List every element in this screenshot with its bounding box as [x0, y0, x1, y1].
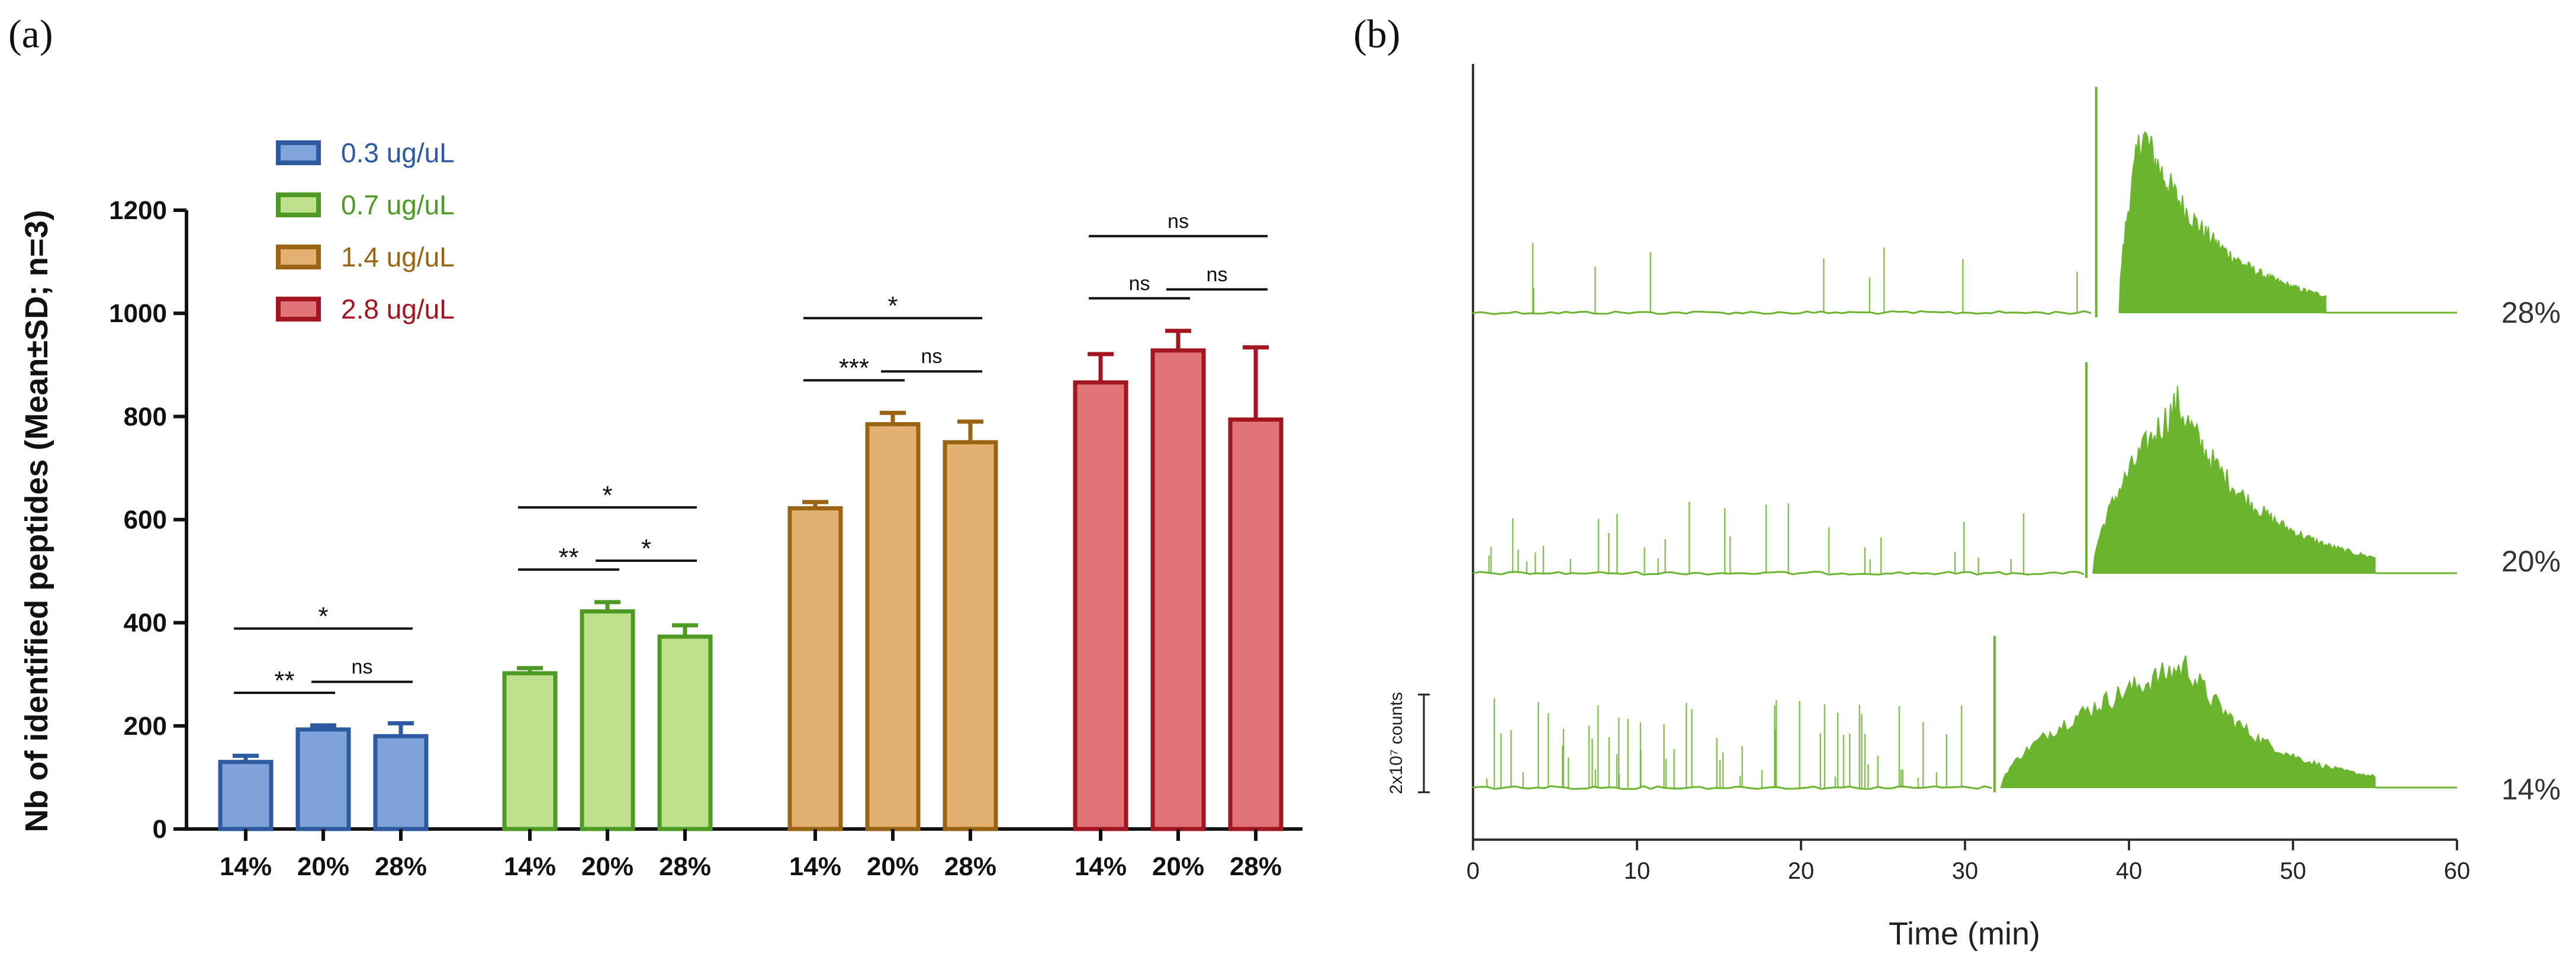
- x-tick-label: 20%: [297, 852, 349, 881]
- bar: [1228, 417, 1284, 831]
- significance-label: ***: [839, 354, 869, 383]
- legend-label: 0.7 ug/uL: [341, 189, 455, 220]
- b-x-tick-label: 20: [1788, 858, 1815, 884]
- bar-group: [787, 410, 998, 831]
- trace-label: 20%: [2501, 545, 2561, 578]
- legend-swatch: [276, 192, 321, 217]
- panel-a-label: (a): [8, 11, 53, 56]
- trace-burst: [2092, 385, 2376, 574]
- x-tick-label: 20%: [581, 852, 633, 881]
- trace-burst: [2000, 655, 2376, 788]
- b-x-axis-title: Time (min): [1889, 916, 2040, 952]
- bar: [1150, 348, 1206, 831]
- trace-baseline: [1472, 570, 2085, 576]
- x-tick-label: 14%: [789, 852, 841, 881]
- y-tick-label: 800: [124, 402, 167, 431]
- significance-label: **: [558, 543, 578, 572]
- x-tick-label: 28%: [659, 852, 711, 881]
- bar: [943, 440, 998, 831]
- bar: [580, 609, 635, 831]
- bar: [657, 634, 713, 831]
- legend: 0.3 ug/uL 0.7 ug/uL 1.4 ug/uL 2.8 ug/uL: [276, 137, 455, 324]
- bar: [865, 422, 921, 831]
- legend-swatch: [276, 245, 321, 269]
- trace: 14%: [1472, 635, 2561, 806]
- bar-group: [1073, 329, 1284, 831]
- significance-label: *: [887, 291, 898, 320]
- scale-bar-label: 2x10⁷ counts: [1387, 692, 1406, 795]
- significance-label: ns: [1168, 210, 1189, 233]
- legend-label: 0.3 ug/uL: [341, 137, 455, 168]
- legend-label: 2.8 ug/uL: [341, 294, 455, 324]
- b-x-tick-label: 0: [1467, 858, 1480, 884]
- bar-chart: 0 200 400 600 800 1000 1200 Nb of identified p…: [19, 137, 1303, 881]
- significance-label: ns: [352, 655, 373, 678]
- legend-swatch: [276, 297, 321, 322]
- bar: [373, 734, 429, 831]
- x-tick-label: 14%: [1075, 852, 1127, 881]
- y-tick-label: 600: [124, 506, 167, 535]
- bar-group: [502, 600, 713, 831]
- b-x-tick-label: 30: [1952, 858, 1979, 884]
- significance-label: **: [274, 666, 294, 695]
- trace-burst: [2118, 131, 2327, 313]
- significance-label: ns: [1207, 264, 1228, 286]
- trace-baseline: [1472, 310, 2092, 316]
- bar: [295, 727, 351, 831]
- significance-label: *: [318, 602, 328, 631]
- y-tick-label: 1200: [109, 196, 167, 225]
- significance-label: ns: [1129, 272, 1150, 295]
- trace-label: 28%: [2501, 296, 2561, 329]
- b-x-tick-label: 40: [2116, 858, 2143, 884]
- bar: [1073, 380, 1128, 831]
- y-tick-label: 1000: [109, 299, 167, 328]
- y-tick-label: 0: [153, 815, 167, 844]
- trace-label: 14%: [2501, 773, 2561, 806]
- x-tick-label: 28%: [944, 852, 996, 881]
- x-tick-label: 28%: [375, 852, 427, 881]
- significance-label: *: [602, 481, 612, 510]
- x-tick-label: 28%: [1230, 852, 1282, 881]
- significance-label: ns: [921, 345, 943, 368]
- y-tick-label: 200: [124, 712, 167, 741]
- legend-swatch: [276, 140, 321, 165]
- x-tick-label: 14%: [220, 852, 272, 881]
- bar: [502, 671, 558, 831]
- x-tick-label: 20%: [867, 852, 919, 881]
- bar: [787, 506, 843, 831]
- panel-b-label: (b): [1353, 11, 1400, 56]
- y-tick-label: 400: [124, 609, 167, 638]
- x-tick-label: 20%: [1152, 852, 1204, 881]
- scale-bar: 2x10⁷ counts: [1387, 692, 1430, 795]
- y-axis-title: Nb of identified peptides (Mean±SD; n=3): [19, 210, 54, 832]
- significance-label: *: [641, 534, 651, 563]
- chromatogram-chart: 0 10 20 30 40 50 60 Time (min) 28% 20% 14% 2x10⁷…: [1387, 64, 2561, 952]
- trace-baseline: [1472, 785, 1992, 791]
- bar: [218, 760, 274, 831]
- x-tick-label: 14%: [504, 852, 556, 881]
- legend-label: 1.4 ug/uL: [341, 242, 455, 272]
- bar-group: [218, 721, 429, 831]
- b-x-tick-label: 10: [1624, 858, 1651, 884]
- trace: 28%: [1472, 86, 2561, 329]
- b-x-tick-label: 50: [2280, 858, 2307, 884]
- b-x-tick-label: 60: [2444, 858, 2471, 884]
- trace: 20%: [1472, 362, 2561, 578]
